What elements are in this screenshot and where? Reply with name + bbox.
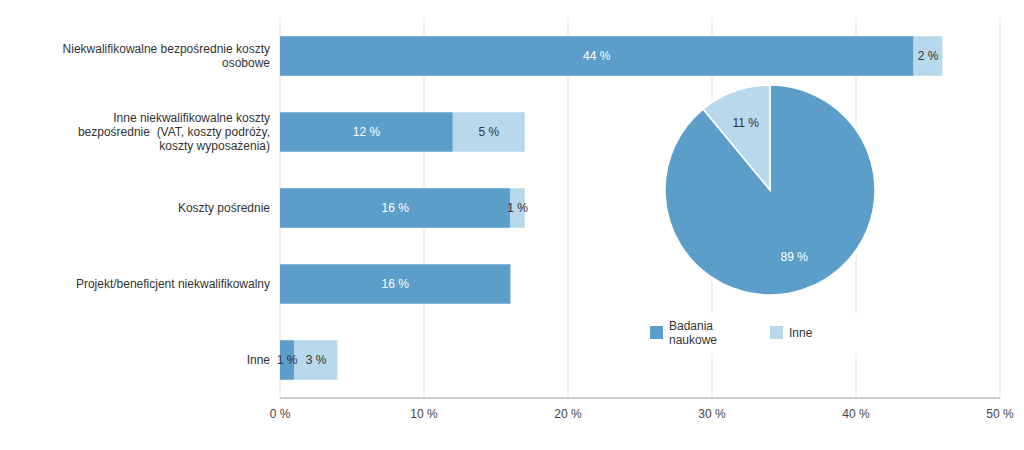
data-label: 12 %	[353, 125, 381, 139]
legend: Badanianaukowe Inne	[642, 313, 890, 353]
pie-slice	[703, 85, 770, 190]
slices	[665, 85, 875, 295]
data-label: 44 %	[583, 49, 611, 63]
bar	[294, 340, 337, 380]
tick-label: 20 %	[554, 407, 582, 421]
tick-label: 40 %	[842, 407, 870, 421]
bar	[510, 264, 511, 304]
tick-label: 50 %	[986, 407, 1014, 421]
tick-label: 10 %	[410, 407, 438, 421]
bar	[280, 264, 510, 304]
category-label: Inne niekwalifikowalne kosztybezpośredni…	[78, 111, 270, 153]
category-label: Niekwalifikowalne bezpośrednie kosztyoso…	[63, 42, 271, 70]
legend-swatch	[650, 326, 663, 339]
legend-label: Inne	[789, 326, 813, 340]
pie-label: 11 %	[733, 116, 760, 130]
tick-label: 30 %	[698, 407, 726, 421]
chart: 0 % 10 % 20 % 30 % 40 % 50 % Inne Projekt/benef…	[0, 0, 1024, 450]
bar	[280, 188, 510, 228]
category-label: Koszty pośrednie	[178, 201, 270, 215]
pie-label: 89 %	[781, 250, 809, 264]
data-label: 5 %	[478, 125, 499, 139]
x-axis-line	[280, 398, 1000, 399]
bar	[280, 112, 453, 152]
data-label: 1 %	[507, 201, 528, 215]
grid-line	[1000, 18, 1001, 398]
bar-chart: 0 % 10 % 20 % 30 % 40 % 50 % Inne Projekt/benef…	[63, 18, 1014, 421]
category-label: Inne	[247, 353, 271, 367]
category-label: Projekt/beneficjent niekwalifikowalny	[76, 277, 270, 291]
data-label: 2 %	[918, 49, 939, 63]
data-label: 1 %	[277, 353, 298, 367]
data-label: 3 %	[306, 353, 327, 367]
data-label: 16 %	[382, 201, 410, 215]
data-label: 16 %	[382, 277, 410, 291]
legend-swatch	[770, 326, 783, 339]
data-labels: 1 % 16 % 16 % 12 % 44 % 3 % 1 % 5 % 2 %	[277, 49, 939, 367]
pie-backdrop	[663, 83, 877, 297]
pie-labels: 89 % 11 %	[733, 116, 809, 264]
legend-backdrop	[642, 313, 890, 353]
bars	[280, 36, 942, 380]
bar	[280, 36, 914, 76]
pie-slice	[665, 85, 875, 295]
pie-chart: 89 % 11 % Badanianaukowe Inne	[642, 83, 890, 353]
tick-label: 0 %	[270, 407, 291, 421]
bar	[453, 112, 525, 152]
legend-label: Badanianaukowe	[669, 319, 717, 347]
bar	[914, 36, 943, 76]
